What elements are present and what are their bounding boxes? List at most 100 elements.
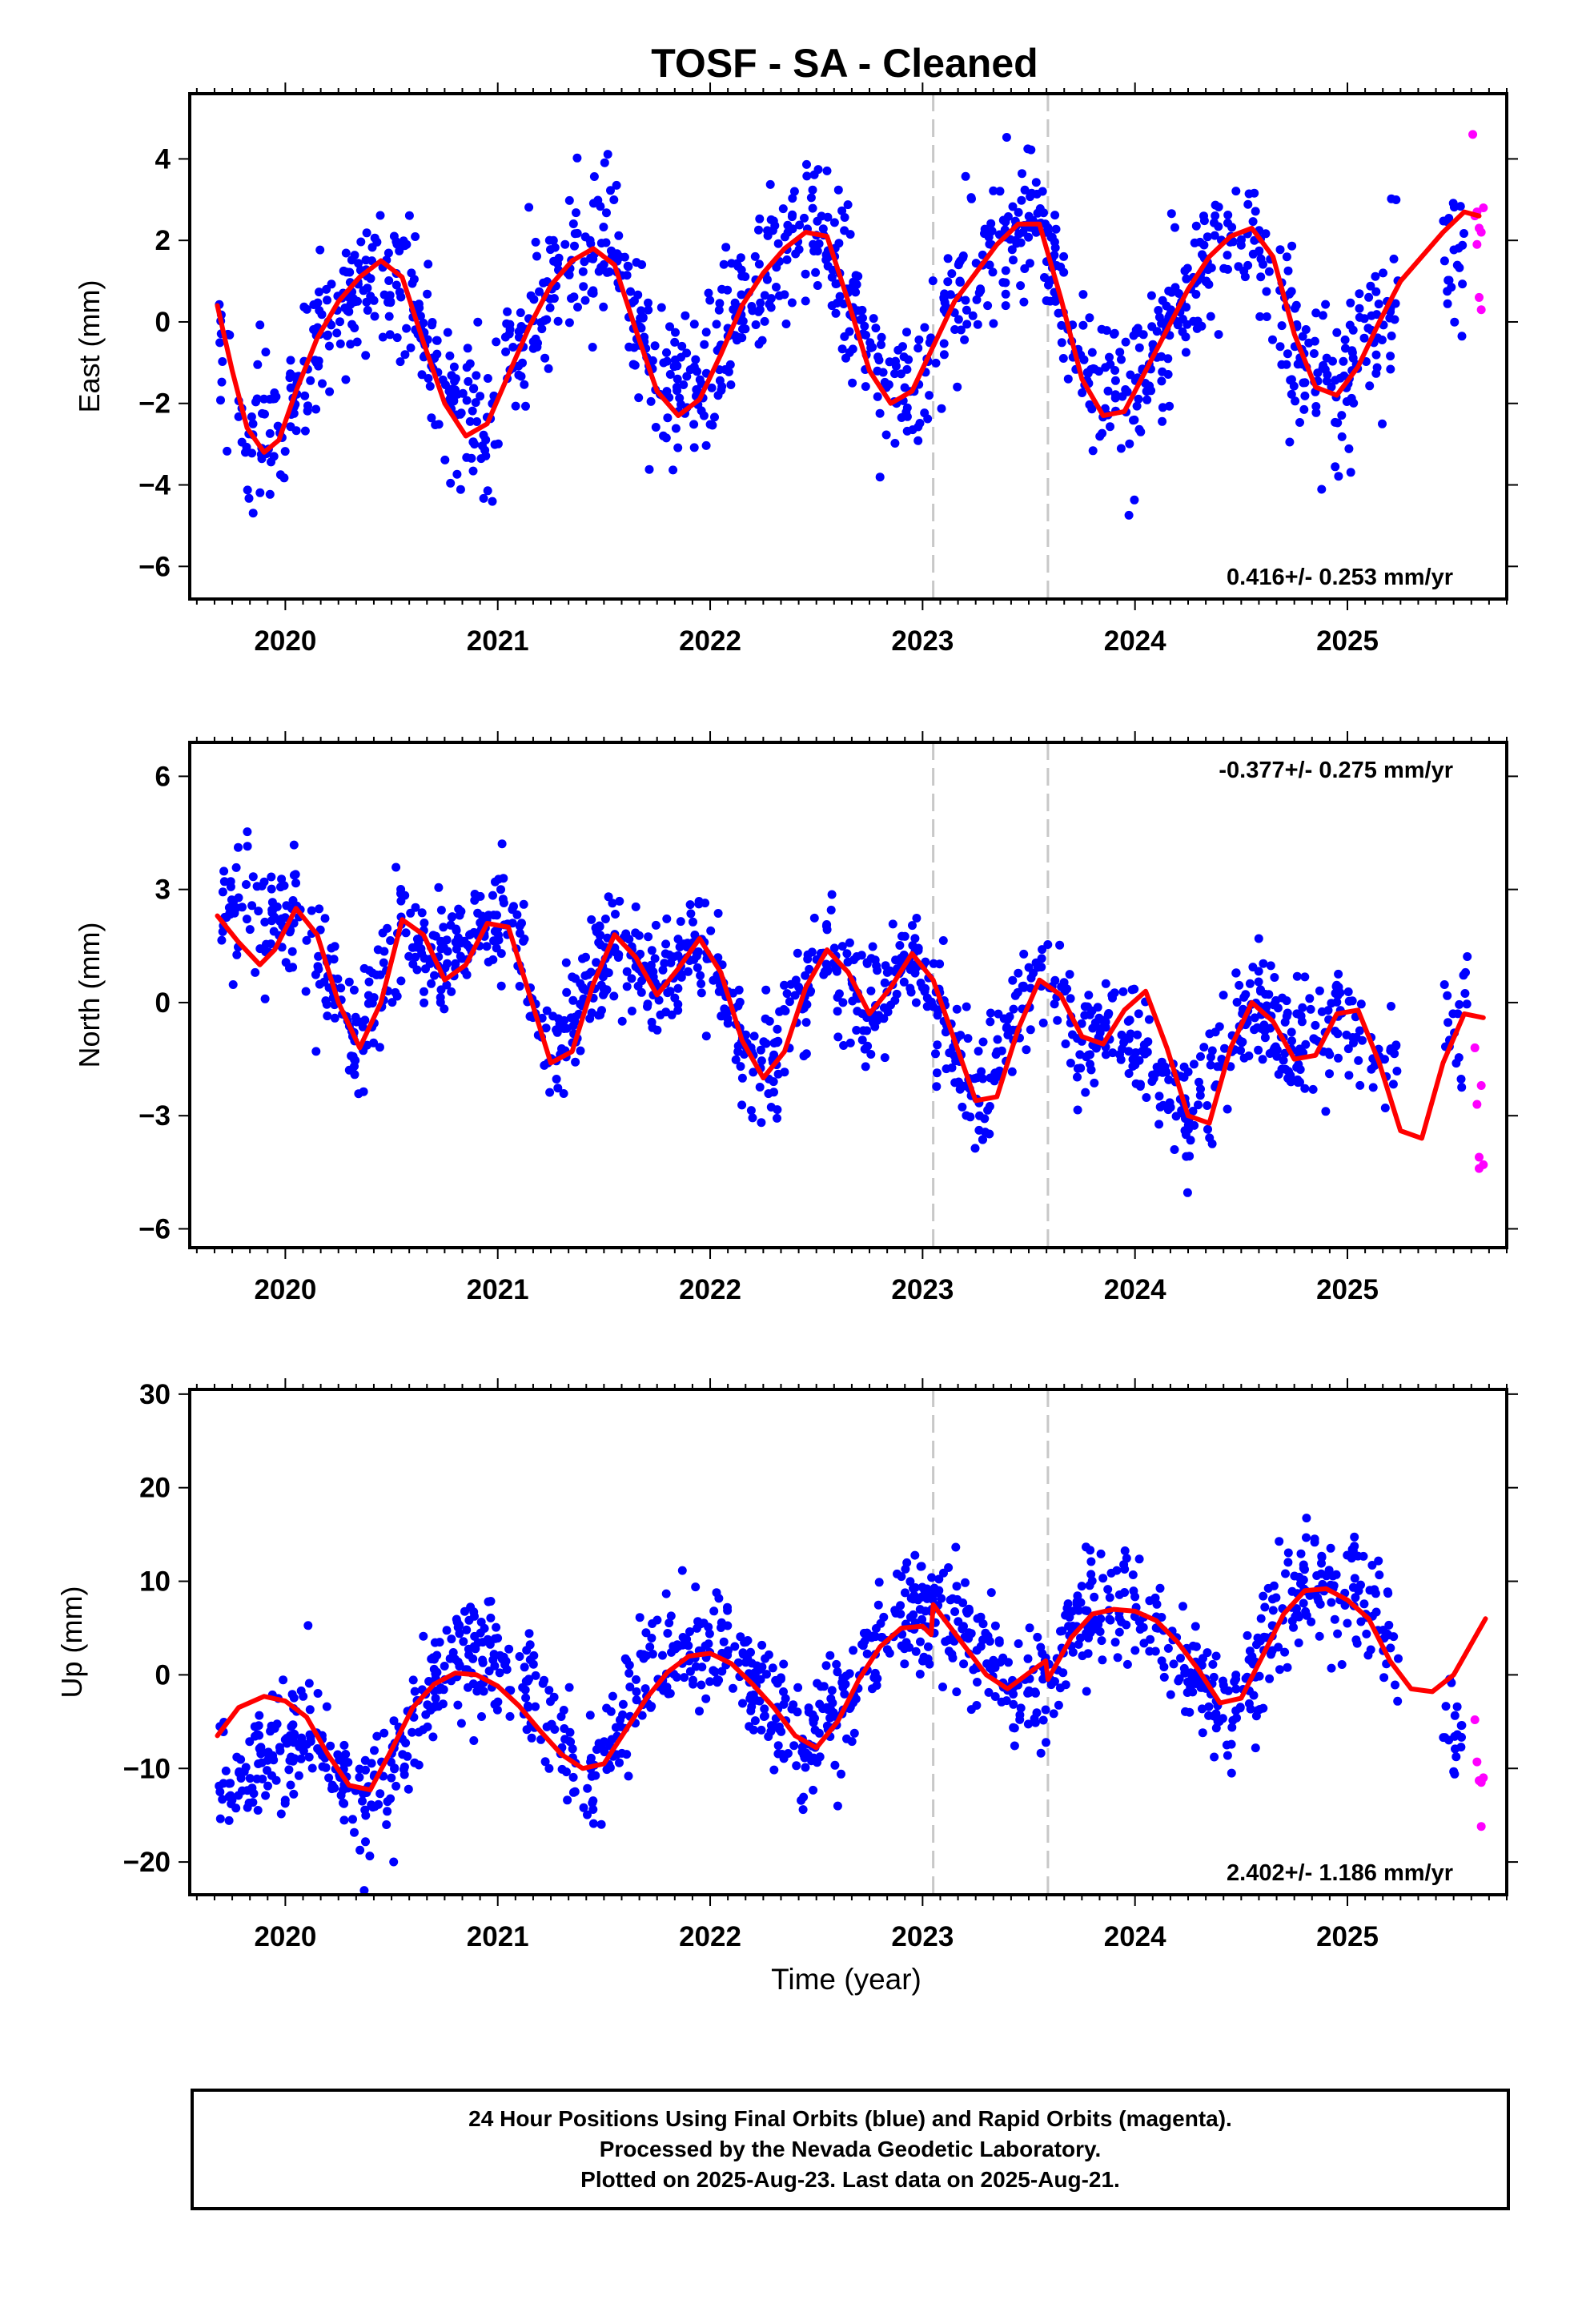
final-point	[1191, 1622, 1200, 1631]
final-point	[436, 937, 446, 947]
final-point	[757, 1663, 767, 1671]
final-point	[593, 195, 603, 205]
final-point	[860, 321, 869, 331]
final-point	[494, 875, 504, 884]
final-point	[1443, 991, 1452, 1000]
final-point	[540, 353, 550, 363]
final-point	[1061, 1039, 1070, 1048]
final-point	[851, 287, 861, 297]
final-point	[276, 1809, 286, 1819]
final-point	[1311, 308, 1321, 318]
final-point	[648, 1650, 657, 1659]
final-point	[779, 1754, 789, 1763]
final-point	[689, 1675, 697, 1685]
final-point	[1218, 1714, 1227, 1723]
final-point	[1359, 1599, 1369, 1609]
final-point	[1065, 970, 1074, 979]
final-point	[573, 303, 582, 312]
final-point	[803, 955, 813, 964]
final-point	[1298, 332, 1307, 341]
final-point	[1085, 1581, 1094, 1590]
model-fit-curve	[215, 209, 1482, 455]
final-point	[1220, 1685, 1230, 1695]
final-point	[286, 1780, 295, 1790]
final-point	[673, 361, 682, 371]
final-point	[1113, 1653, 1122, 1663]
final-point	[845, 230, 855, 239]
final-point	[1275, 1537, 1284, 1546]
final-point	[1351, 1593, 1360, 1602]
final-point	[756, 1045, 765, 1055]
final-point	[1441, 1702, 1451, 1711]
final-point	[1095, 432, 1105, 441]
final-point	[611, 1723, 620, 1732]
final-point	[603, 150, 612, 159]
final-point	[1134, 1554, 1144, 1564]
final-point	[699, 411, 709, 420]
final-point	[622, 982, 632, 991]
final-point	[636, 306, 646, 316]
final-point	[1125, 439, 1134, 448]
final-point	[853, 1007, 862, 1016]
final-point	[387, 1773, 396, 1783]
final-point	[218, 1795, 227, 1804]
final-point	[300, 426, 310, 436]
final-point	[717, 1667, 727, 1676]
final-point	[295, 1742, 304, 1751]
final-point	[1183, 1068, 1193, 1076]
final-point	[928, 276, 938, 286]
final-point	[254, 1721, 263, 1731]
final-point	[809, 913, 819, 923]
final-point	[701, 328, 711, 337]
final-point	[1350, 1574, 1359, 1583]
final-point	[1268, 1606, 1278, 1615]
final-point	[1166, 209, 1176, 219]
final-point	[1301, 1039, 1311, 1049]
final-point	[848, 996, 857, 1006]
final-point	[1080, 1002, 1090, 1011]
final-point	[529, 1651, 539, 1660]
final-point	[773, 1113, 781, 1123]
final-point	[1086, 1059, 1094, 1069]
final-point	[447, 912, 456, 922]
final-point	[1088, 1622, 1098, 1631]
final-point	[288, 963, 298, 972]
final-point	[899, 977, 909, 987]
final-point	[699, 1618, 709, 1628]
final-point	[1086, 1050, 1094, 1059]
final-point	[1286, 376, 1295, 385]
final-point	[326, 1741, 335, 1751]
final-point	[248, 872, 258, 882]
final-point	[1009, 255, 1018, 265]
final-point	[873, 1674, 882, 1683]
final-point	[1115, 348, 1125, 357]
final-point	[1163, 1643, 1173, 1653]
final-point	[544, 364, 553, 373]
final-point	[689, 443, 699, 452]
final-point	[367, 968, 377, 978]
final-point	[390, 1764, 400, 1774]
final-point	[1119, 1038, 1129, 1047]
final-point	[396, 357, 405, 367]
final-point	[975, 1111, 984, 1120]
final-point	[392, 239, 402, 249]
final-point	[1132, 401, 1142, 411]
final-point	[1016, 1703, 1026, 1713]
final-point	[323, 331, 332, 340]
final-point	[514, 361, 524, 371]
final-point	[729, 1683, 737, 1693]
final-point	[1196, 1051, 1205, 1061]
final-point	[775, 1007, 785, 1016]
final-point	[962, 305, 971, 315]
final-point	[677, 939, 687, 949]
final-point	[721, 1009, 731, 1019]
final-point	[833, 185, 843, 195]
panel-up: 2020 2021 2022 2023 2024 2025−20−100102030Up …	[55, 1378, 1518, 1952]
final-point	[355, 1845, 365, 1855]
final-point	[1197, 1660, 1207, 1670]
final-point	[572, 208, 580, 218]
final-point	[1272, 1051, 1282, 1061]
final-point	[627, 1007, 636, 1015]
final-point	[333, 1750, 343, 1759]
final-point	[304, 1752, 314, 1762]
